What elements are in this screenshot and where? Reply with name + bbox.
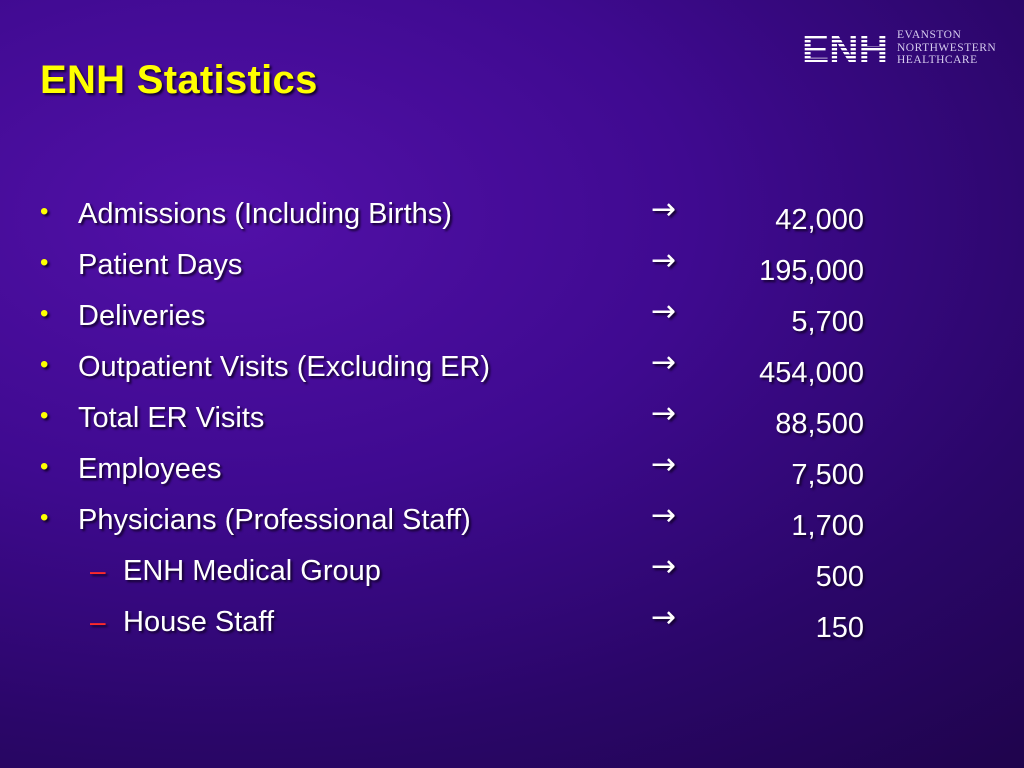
stat-value: 500 xyxy=(815,561,864,593)
stat-label: Outpatient Visits (Excluding ER) xyxy=(78,351,491,383)
slide-title: ENH Statistics xyxy=(40,58,318,102)
stat-row-deliveries: • Deliveries → 5,700 xyxy=(0,294,1024,351)
bullet-icon: • xyxy=(40,504,49,531)
bullet-icon: • xyxy=(40,453,49,480)
stat-value: 150 xyxy=(815,612,864,644)
stat-value: 5,700 xyxy=(791,306,864,338)
stat-label: ENH Medical Group xyxy=(123,555,381,587)
stat-label: House Staff xyxy=(123,606,275,638)
enh-logo-mark-icon: ENH xyxy=(802,32,888,64)
stat-label: Physicians (Professional Staff) xyxy=(78,504,471,536)
arrow-right-icon: → xyxy=(651,192,677,227)
stat-value: 42,000 xyxy=(775,204,864,236)
arrow-right-icon: → xyxy=(651,600,677,635)
stat-label: Employees xyxy=(78,453,222,485)
stat-row-admissions: • Admissions (Including Births) → 42,000 xyxy=(0,192,1024,249)
stat-row-house-staff: – House Staff → 150 xyxy=(0,600,1024,657)
stat-value: 7,500 xyxy=(791,459,864,491)
stat-label: Deliveries xyxy=(78,300,206,332)
stat-value: 454,000 xyxy=(759,357,864,389)
arrow-right-icon: → xyxy=(651,396,677,431)
stat-row-patient-days: • Patient Days → 195,000 xyxy=(0,243,1024,300)
stat-label: Admissions (Including Births) xyxy=(78,198,452,230)
enh-logo: ENH EVANSTON NORTHWESTERN HEALTHCARE xyxy=(802,28,1002,68)
enh-logo-wordmark: EVANSTON NORTHWESTERN HEALTHCARE xyxy=(897,29,996,67)
bullet-icon: • xyxy=(40,300,49,327)
logo-line-healthcare: HEALTHCARE xyxy=(897,54,978,66)
logo-line-northwestern: NORTHWESTERN xyxy=(897,41,997,54)
stat-row-total-er-visits: • Total ER Visits → 88,500 xyxy=(0,396,1024,453)
bullet-icon: • xyxy=(40,402,49,429)
stat-value: 195,000 xyxy=(759,255,864,287)
stat-label: Patient Days xyxy=(78,249,243,281)
arrow-right-icon: → xyxy=(651,549,677,584)
stat-row-employees: • Employees → 7,500 xyxy=(0,447,1024,504)
svg-text:ENH: ENH xyxy=(802,32,888,64)
arrow-right-icon: → xyxy=(651,447,677,482)
logo-line-evanston: EVANSTON xyxy=(897,29,962,41)
arrow-right-icon: → xyxy=(651,243,677,278)
dash-icon: – xyxy=(90,555,106,586)
stat-row-enh-medical-group: – ENH Medical Group → 500 xyxy=(0,549,1024,606)
arrow-right-icon: → xyxy=(651,345,677,380)
stat-row-outpatient-visits: • Outpatient Visits (Excluding ER) → 454… xyxy=(0,345,1024,402)
stat-value: 88,500 xyxy=(775,408,864,440)
bullet-icon: • xyxy=(40,351,49,378)
dash-icon: – xyxy=(90,606,106,637)
bullet-icon: • xyxy=(40,198,49,225)
bullet-icon: • xyxy=(40,249,49,276)
stat-row-physicians: • Physicians (Professional Staff) → 1,70… xyxy=(0,498,1024,555)
arrow-right-icon: → xyxy=(651,294,677,329)
stat-label: Total ER Visits xyxy=(78,402,265,434)
arrow-right-icon: → xyxy=(651,498,677,533)
stat-value: 1,700 xyxy=(791,510,864,542)
